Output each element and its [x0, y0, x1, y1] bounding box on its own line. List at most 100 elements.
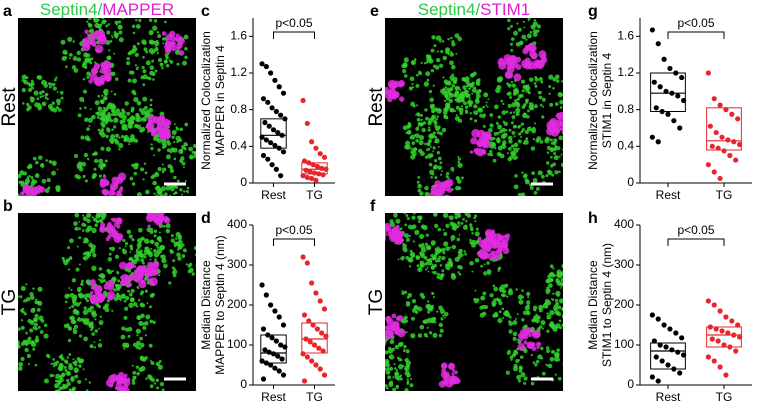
signal — [511, 131, 516, 135]
y-axis-label: STIM1 to Septin 4 (nm) — [600, 243, 614, 367]
signal — [524, 98, 528, 102]
y-tick-label: 0.8 — [617, 102, 634, 116]
signal — [84, 29, 89, 34]
signal — [144, 356, 148, 360]
signal — [530, 381, 535, 386]
signal — [482, 116, 485, 119]
signal — [136, 66, 139, 69]
signal — [548, 92, 551, 95]
data-point — [679, 74, 685, 81]
signal — [138, 18, 142, 23]
signal — [538, 308, 543, 313]
signal — [406, 207, 410, 211]
signal — [94, 329, 98, 333]
signal — [516, 22, 519, 25]
data-point — [314, 163, 320, 170]
signal — [418, 243, 423, 248]
signal — [102, 175, 107, 179]
data-point — [311, 170, 318, 176]
signal — [82, 216, 88, 222]
signal — [517, 27, 522, 32]
signal — [139, 128, 144, 133]
signal — [102, 117, 108, 123]
signal — [432, 146, 436, 150]
signal — [439, 131, 443, 136]
signal — [84, 66, 88, 69]
signal — [468, 87, 471, 90]
signal — [202, 256, 205, 259]
signal — [77, 288, 81, 293]
y-axis-label: MAPPER in Septin 4 — [213, 45, 227, 156]
signal — [75, 302, 80, 307]
signal — [130, 277, 134, 281]
signal — [81, 229, 85, 232]
signal — [445, 266, 448, 269]
signal — [415, 255, 420, 259]
signal — [77, 113, 82, 118]
signal — [455, 114, 458, 117]
data-point — [272, 77, 278, 83]
signal — [418, 148, 423, 154]
x-tick-label: Rest — [656, 390, 681, 404]
signal — [566, 134, 570, 138]
data-point — [265, 99, 271, 105]
signal — [114, 117, 118, 121]
signal — [575, 279, 579, 283]
signal — [21, 79, 24, 82]
signal — [148, 343, 153, 348]
data-point — [275, 353, 281, 359]
signal — [110, 208, 112, 210]
signal — [385, 350, 389, 355]
signal — [561, 126, 563, 132]
signal — [481, 305, 486, 309]
signal — [517, 139, 522, 144]
signal — [64, 293, 70, 299]
signal — [416, 117, 421, 122]
y-tick-label: 300 — [227, 257, 247, 271]
micrograph — [18, 213, 196, 391]
data-point — [314, 326, 320, 332]
signal — [140, 279, 145, 284]
signal — [457, 271, 460, 274]
signal — [546, 317, 549, 320]
data-point — [661, 322, 667, 328]
signal — [460, 253, 464, 257]
data-point — [665, 111, 671, 117]
signal — [7, 195, 9, 197]
signal — [477, 236, 482, 241]
signal — [87, 18, 92, 21]
y-tick-label: 0 — [240, 175, 247, 189]
signal — [523, 139, 529, 145]
y-tick-label: 0 — [627, 175, 634, 189]
signal — [533, 197, 536, 200]
signal — [426, 148, 429, 152]
signal — [513, 350, 519, 356]
signal — [51, 82, 55, 87]
signal — [475, 93, 481, 99]
signal — [504, 246, 508, 250]
signal — [423, 81, 429, 87]
signal — [19, 170, 25, 176]
signal — [440, 371, 448, 379]
signal — [385, 362, 391, 368]
signal — [489, 144, 495, 149]
y-tick-label: 0.4 — [617, 139, 634, 153]
signal — [48, 159, 53, 164]
signal — [82, 100, 85, 103]
signal — [102, 189, 110, 196]
signal — [176, 62, 180, 66]
signal — [113, 30, 117, 34]
signal — [403, 317, 406, 320]
signal — [505, 110, 509, 114]
signal — [6, 367, 9, 370]
signal — [93, 341, 96, 343]
signal — [132, 31, 136, 35]
signal — [20, 285, 26, 291]
signal — [187, 264, 192, 268]
signal — [118, 143, 124, 149]
signal — [480, 264, 483, 268]
signal — [183, 142, 188, 147]
signal — [52, 86, 57, 91]
signal — [577, 283, 579, 285]
signal — [410, 333, 416, 339]
